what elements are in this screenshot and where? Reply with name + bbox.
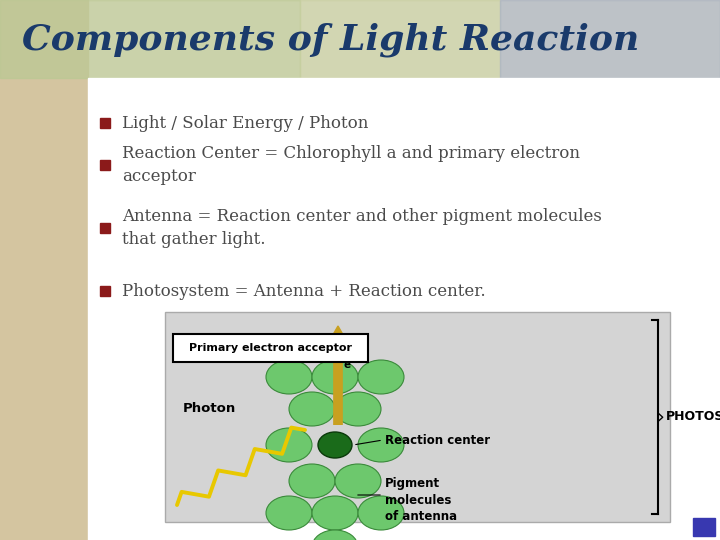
Bar [173,334,368,362]
Text: Reaction Center = Chlorophyll a and primary electron
acceptor: Reaction Center = Chlorophyll a and prim… [122,145,580,185]
Ellipse shape [289,392,335,426]
Text: Photosystem = Antenna + Reaction center.: Photosystem = Antenna + Reaction center. [122,282,485,300]
Bar [88,78,720,540]
Bar [0,0,300,78]
Ellipse shape [358,428,404,462]
Ellipse shape [312,496,358,530]
Bar [165,312,670,522]
Text: Pigment
molecules
of antenna: Pigment molecules of antenna [385,476,457,523]
Ellipse shape [312,360,358,394]
Ellipse shape [318,432,352,458]
Text: ›: › [656,408,664,427]
Bar [300,0,500,78]
Ellipse shape [266,496,312,530]
Ellipse shape [335,392,381,426]
Text: Light / Solar Energy / Photon: Light / Solar Energy / Photon [122,114,369,132]
Text: Photon: Photon [183,402,236,415]
Ellipse shape [358,360,404,394]
Bar [500,0,720,78]
Text: Reaction center: Reaction center [385,434,490,447]
Ellipse shape [266,360,312,394]
Bar [100,160,110,170]
Bar [0,0,720,78]
Text: Antenna = Reaction center and other pigment molecules
that gather light.: Antenna = Reaction center and other pigm… [122,208,602,248]
FancyArrow shape [330,326,346,340]
Ellipse shape [358,496,404,530]
Bar [0,0,88,540]
Bar [693,518,715,536]
Ellipse shape [266,428,312,462]
Bar [100,223,110,233]
Bar [100,286,110,296]
Bar [100,118,110,128]
Ellipse shape [312,530,358,540]
Text: PHOTOSYSTEM: PHOTOSYSTEM [666,410,720,423]
Text: e⁻: e⁻ [344,360,356,369]
Ellipse shape [335,464,381,498]
Text: Primary electron acceptor: Primary electron acceptor [189,343,352,353]
Ellipse shape [289,464,335,498]
Text: Components of Light Reaction: Components of Light Reaction [22,23,639,57]
